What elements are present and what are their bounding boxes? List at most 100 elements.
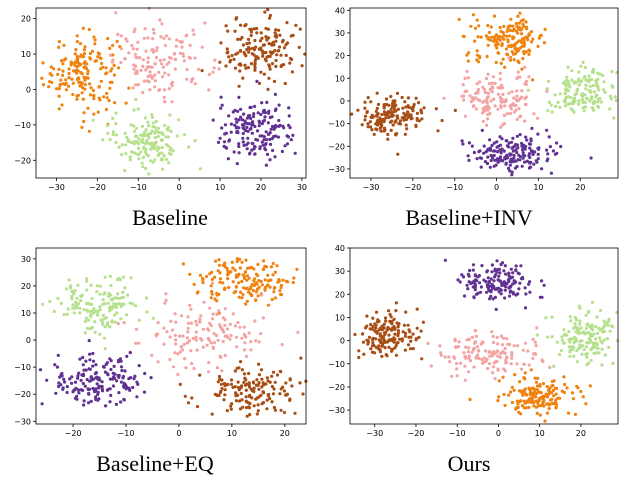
point-pink xyxy=(195,323,199,327)
point-brown xyxy=(382,118,386,122)
point-purple xyxy=(248,114,252,118)
point-orange xyxy=(201,276,205,281)
point-lightgreen xyxy=(150,113,154,117)
point-purple xyxy=(528,290,532,294)
point-orange xyxy=(214,259,218,263)
point-lightgreen xyxy=(121,290,125,294)
point-lightgreen xyxy=(556,100,560,104)
point-orange xyxy=(196,290,200,294)
point-orange xyxy=(497,379,501,383)
point-lightgreen xyxy=(93,330,97,334)
point-orange xyxy=(502,392,506,397)
point-brown xyxy=(374,310,379,314)
point-pink xyxy=(229,333,233,337)
point-lightgreen xyxy=(193,139,197,143)
point-lightgreen xyxy=(144,128,148,132)
point-lightgreen xyxy=(571,108,575,112)
point-lightgreen xyxy=(608,94,612,98)
point-purple xyxy=(88,367,92,371)
point-purple xyxy=(511,282,515,286)
point-lightgreen xyxy=(89,302,94,307)
point-pink xyxy=(198,317,202,321)
point-lightgreen xyxy=(550,110,554,114)
point-pink xyxy=(242,348,247,352)
point-orange xyxy=(105,91,109,95)
point-orange xyxy=(266,303,270,307)
point-purple xyxy=(128,351,132,355)
point-purple xyxy=(489,277,493,281)
point-lightgreen xyxy=(608,329,612,333)
point-purple xyxy=(257,119,261,123)
point-brown xyxy=(270,400,274,404)
point-lightgreen xyxy=(105,123,109,128)
point-pink xyxy=(146,74,150,79)
point-pink xyxy=(160,75,165,79)
point-brown xyxy=(368,120,372,124)
point-brown xyxy=(434,107,438,111)
point-purple xyxy=(283,144,287,148)
point-lightgreen xyxy=(145,310,149,314)
point-purple xyxy=(528,146,532,150)
point-pink xyxy=(201,327,206,331)
point-purple xyxy=(246,129,250,133)
point-lightgreen xyxy=(116,296,120,301)
point-orange xyxy=(525,27,529,31)
point-orange xyxy=(292,276,296,280)
point-purple xyxy=(94,397,98,402)
point-brown xyxy=(285,41,290,45)
point-brown xyxy=(238,69,242,73)
point-lightgreen xyxy=(602,338,606,342)
point-brown xyxy=(402,323,406,327)
point-pink xyxy=(170,328,175,332)
point-brown xyxy=(412,102,416,107)
point-lightgreen xyxy=(149,131,153,136)
point-pink xyxy=(496,107,500,111)
point-orange xyxy=(279,292,283,297)
point-brown xyxy=(363,106,367,110)
point-lightgreen xyxy=(584,78,588,82)
point-brown xyxy=(240,368,244,372)
point-brown xyxy=(247,41,251,45)
point-pink xyxy=(548,365,552,369)
point-brown xyxy=(244,378,248,382)
point-pink xyxy=(186,330,190,334)
point-brown xyxy=(230,402,234,406)
point-purple xyxy=(513,166,517,170)
point-brown xyxy=(226,382,230,387)
point-lightgreen xyxy=(101,298,105,302)
point-lightgreen xyxy=(591,83,595,88)
point-pink xyxy=(527,363,531,367)
point-lightgreen xyxy=(150,129,154,133)
point-brown xyxy=(224,24,228,28)
point-orange xyxy=(513,373,517,377)
point-lightgreen xyxy=(568,354,572,358)
point-purple xyxy=(268,137,272,141)
point-purple xyxy=(488,148,493,152)
point-orange xyxy=(88,56,92,60)
point-orange xyxy=(522,376,526,380)
point-lightgreen xyxy=(100,320,104,324)
point-purple xyxy=(253,104,257,108)
point-pink xyxy=(207,360,211,365)
point-brown xyxy=(231,385,235,389)
point-lightgreen xyxy=(123,131,127,135)
point-lightgreen xyxy=(587,337,591,341)
point-purple xyxy=(287,123,291,127)
point-lightgreen xyxy=(111,305,115,309)
point-lightgreen xyxy=(582,76,586,80)
point-orange xyxy=(490,35,494,39)
point-purple xyxy=(260,140,264,144)
point-lightgreen xyxy=(149,159,153,163)
point-brown xyxy=(247,394,251,398)
point-purple xyxy=(260,122,264,126)
point-lightgreen xyxy=(91,118,95,122)
point-brown xyxy=(285,21,289,25)
point-orange xyxy=(78,42,82,46)
point-pink xyxy=(206,370,211,374)
point-orange xyxy=(507,34,512,38)
point-pink xyxy=(127,51,131,55)
point-brown xyxy=(252,53,256,57)
point-purple xyxy=(75,397,79,401)
point-pink xyxy=(124,37,128,41)
point-orange xyxy=(503,65,507,69)
